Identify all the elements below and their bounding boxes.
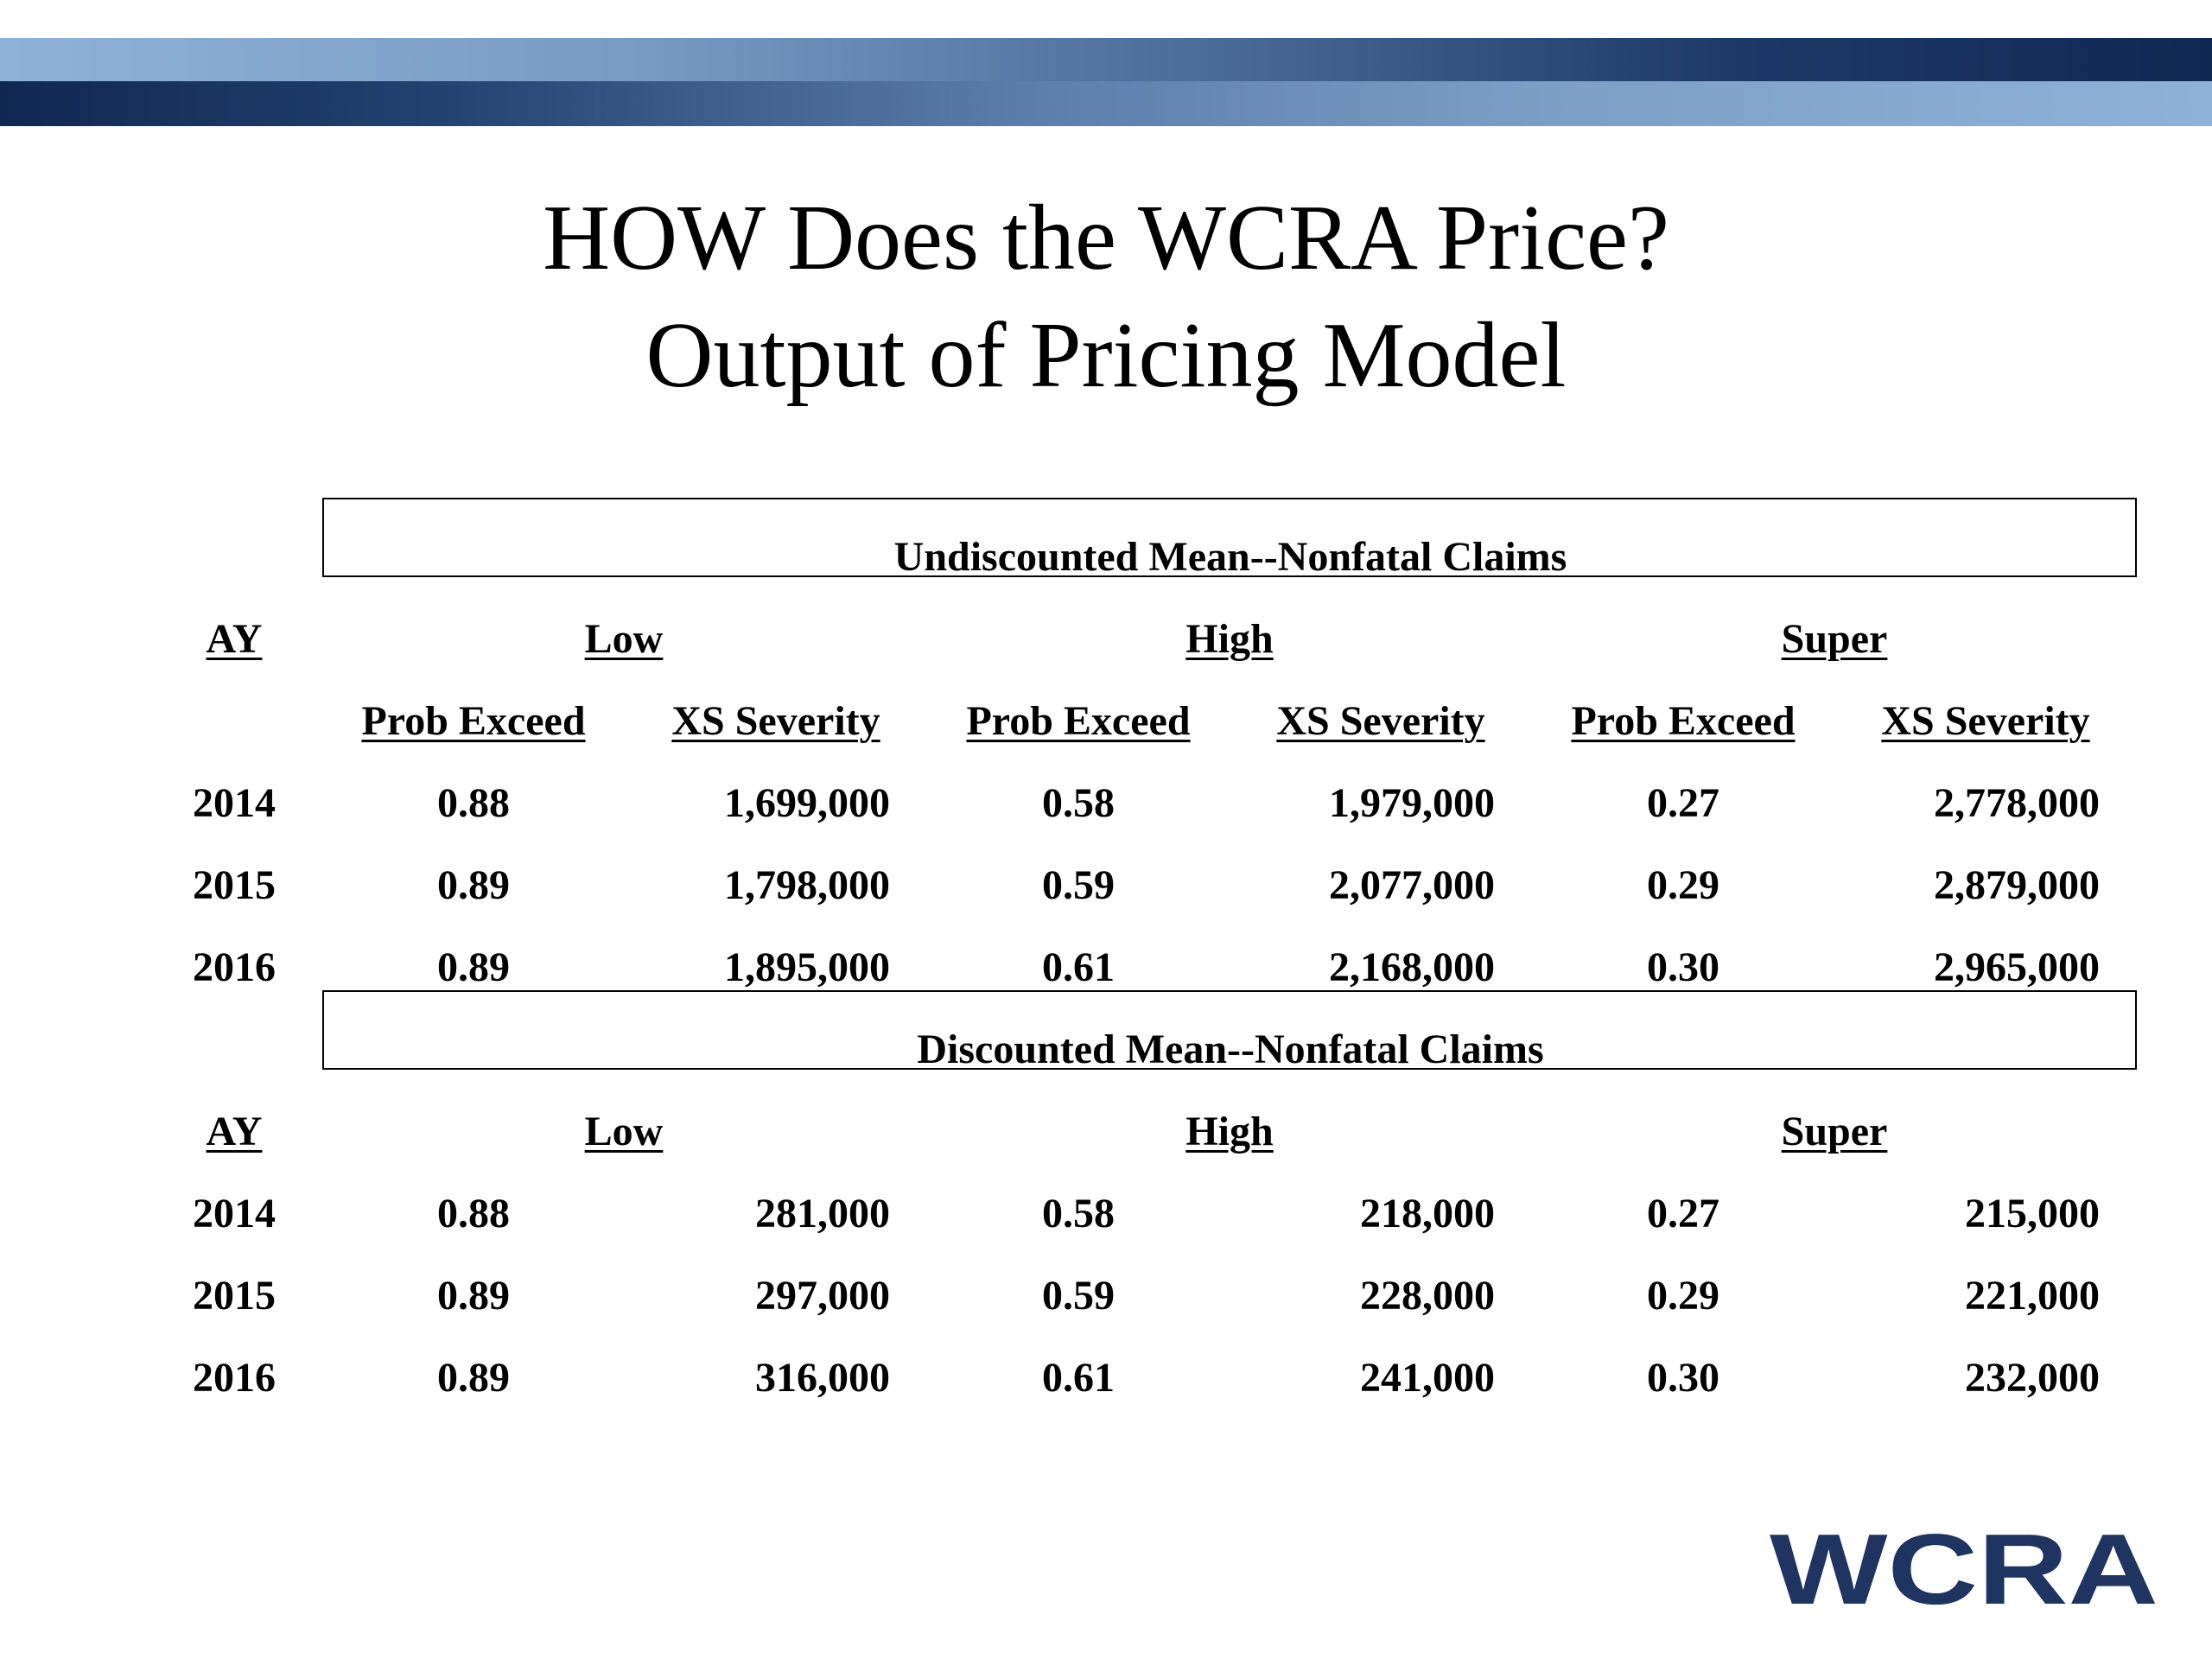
table-cell: 0.89 (437, 1273, 510, 1319)
table-cell: 1,979,000 (1329, 780, 1495, 826)
table-cell: 0.61 (1042, 944, 1115, 990)
table-cell-ay: 2014 (193, 1191, 276, 1236)
table-cell-ay: 2014 (193, 780, 276, 826)
table-cell: 0.58 (1042, 1191, 1115, 1236)
section-box-discounted (322, 990, 2137, 1070)
group-header-super: Super (1781, 616, 1888, 662)
table-cell: 0.30 (1647, 1355, 1719, 1401)
table-cell: 0.61 (1042, 1355, 1115, 1401)
slide-title-line1: HOW Does the WCRA Price? (543, 187, 1669, 289)
group-header-super: Super (1781, 1109, 1888, 1154)
header-band-top (0, 38, 2212, 81)
ay-header: AY (206, 1109, 263, 1154)
header-band-bottom (0, 81, 2212, 126)
table-cell: 281,000 (755, 1191, 890, 1236)
table-cell: 0.29 (1647, 862, 1719, 908)
table-cell: 0.27 (1647, 1191, 1719, 1236)
table-cell: 228,000 (1360, 1273, 1495, 1319)
subheader-xs-severity: XS Severity (1881, 698, 2090, 744)
table-cell: 0.59 (1042, 862, 1115, 908)
table-cell: 297,000 (755, 1273, 890, 1319)
group-header-low: Low (584, 1109, 664, 1154)
logo-text: WCRA (1770, 1526, 2158, 1611)
subheader-xs-severity: XS Severity (1276, 698, 1485, 744)
table-cell: 0.27 (1647, 780, 1719, 826)
table-cell: 0.30 (1647, 944, 1719, 990)
table-cell: 2,778,000 (1934, 780, 2100, 826)
subheader-prob-exceed: Prob Exceed (966, 698, 1191, 744)
group-header-high: High (1185, 616, 1274, 662)
table-cell: 316,000 (755, 1355, 890, 1401)
section-title-undiscounted: Undiscounted Mean--Nonfatal Claims (893, 534, 1567, 580)
table-cell: 2,879,000 (1934, 862, 2100, 908)
table-cell: 241,000 (1360, 1355, 1495, 1401)
table-cell-ay: 2015 (193, 862, 276, 908)
table-cell: 0.88 (437, 780, 510, 826)
group-header-high: High (1185, 1109, 1274, 1154)
table-cell: 0.29 (1647, 1273, 1719, 1319)
table-cell: 0.58 (1042, 780, 1115, 826)
table-cell: 1,798,000 (724, 862, 890, 908)
wcra-logo-icon: WCRA (1770, 1526, 2158, 1611)
table-cell-ay: 2016 (193, 1355, 276, 1401)
ay-header: AY (206, 616, 263, 662)
table-cell: 232,000 (1965, 1355, 2100, 1401)
table-cell: 218,000 (1360, 1191, 1495, 1236)
subheader-xs-severity: XS Severity (671, 698, 880, 744)
section-box-undiscounted (322, 498, 2137, 577)
slide-title-line2: Output of Pricing Model (645, 304, 1567, 407)
table-cell: 215,000 (1965, 1191, 2100, 1236)
table-cell: 1,699,000 (724, 780, 890, 826)
table-cell: 0.88 (437, 1191, 510, 1236)
table-cell: 0.89 (437, 1355, 510, 1401)
group-header-low: Low (584, 616, 664, 662)
subheader-prob-exceed: Prob Exceed (1571, 698, 1796, 744)
table-cell: 0.89 (437, 862, 510, 908)
table-cell-ay: 2015 (193, 1273, 276, 1319)
table-cell: 0.59 (1042, 1273, 1115, 1319)
section-title-discounted: Discounted Mean--Nonfatal Claims (917, 1027, 1544, 1072)
table-cell: 2,965,000 (1934, 944, 2100, 990)
subheader-prob-exceed: Prob Exceed (361, 698, 586, 744)
table-cell: 0.89 (437, 944, 510, 990)
table-cell: 221,000 (1965, 1273, 2100, 1319)
table-cell: 2,077,000 (1329, 862, 1495, 908)
table-cell: 1,895,000 (724, 944, 890, 990)
table-cell: 2,168,000 (1329, 944, 1495, 990)
table-cell-ay: 2016 (193, 944, 276, 990)
